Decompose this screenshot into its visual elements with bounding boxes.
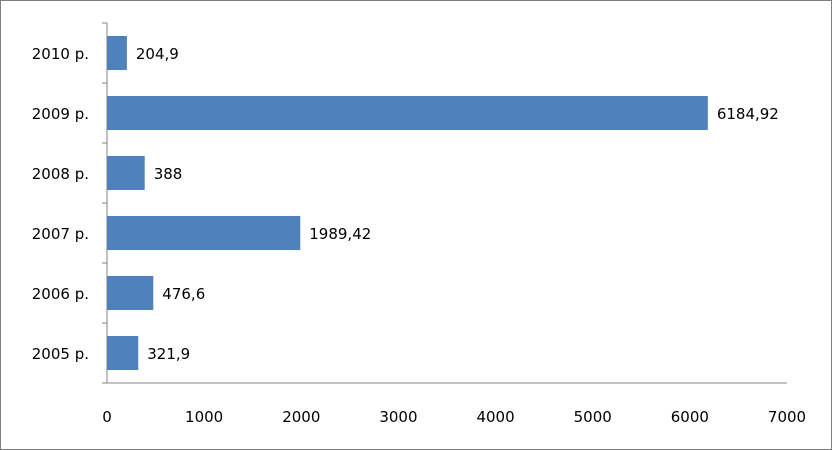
x-tick-label: 7000: [768, 408, 806, 426]
category-label: 2010 р.: [32, 45, 89, 63]
data-labels: 321,9 476,6 1989,42 388 6184,92 204,9: [136, 45, 779, 363]
x-tick-label: 3000: [379, 408, 417, 426]
category-label: 2006 р.: [32, 285, 89, 303]
bar: [107, 216, 301, 250]
bar-series: [107, 36, 708, 370]
category-label: 2008 р.: [32, 165, 89, 183]
x-tick-label: 2000: [282, 408, 320, 426]
x-tick-label: 0: [102, 408, 112, 426]
bar: [107, 336, 139, 370]
data-label: 204,9: [136, 45, 179, 63]
x-tick-labels: 0 1000 2000 3000 4000 5000 6000 7000: [102, 408, 806, 426]
bar: [107, 276, 154, 310]
category-label: 2009 р.: [32, 105, 89, 123]
data-label: 321,9: [147, 345, 190, 363]
data-label: 388: [154, 165, 183, 183]
x-tick-label: 5000: [574, 408, 612, 426]
bar: [107, 36, 127, 70]
x-tick-label: 6000: [671, 408, 709, 426]
data-label: 6184,92: [717, 105, 779, 123]
bar: [107, 96, 708, 130]
x-tick-label: 4000: [476, 408, 514, 426]
category-label: 2007 р.: [32, 225, 89, 243]
category-labels: 2005 р. 2006 р. 2007 р. 2008 р. 2009 р. 2010 …: [32, 45, 89, 363]
category-label: 2005 р.: [32, 345, 89, 363]
data-label: 1989,42: [309, 225, 371, 243]
x-tick-label: 1000: [185, 408, 223, 426]
chart-axes: [102, 22, 787, 384]
data-label: 476,6: [162, 285, 205, 303]
bar: [107, 156, 145, 190]
